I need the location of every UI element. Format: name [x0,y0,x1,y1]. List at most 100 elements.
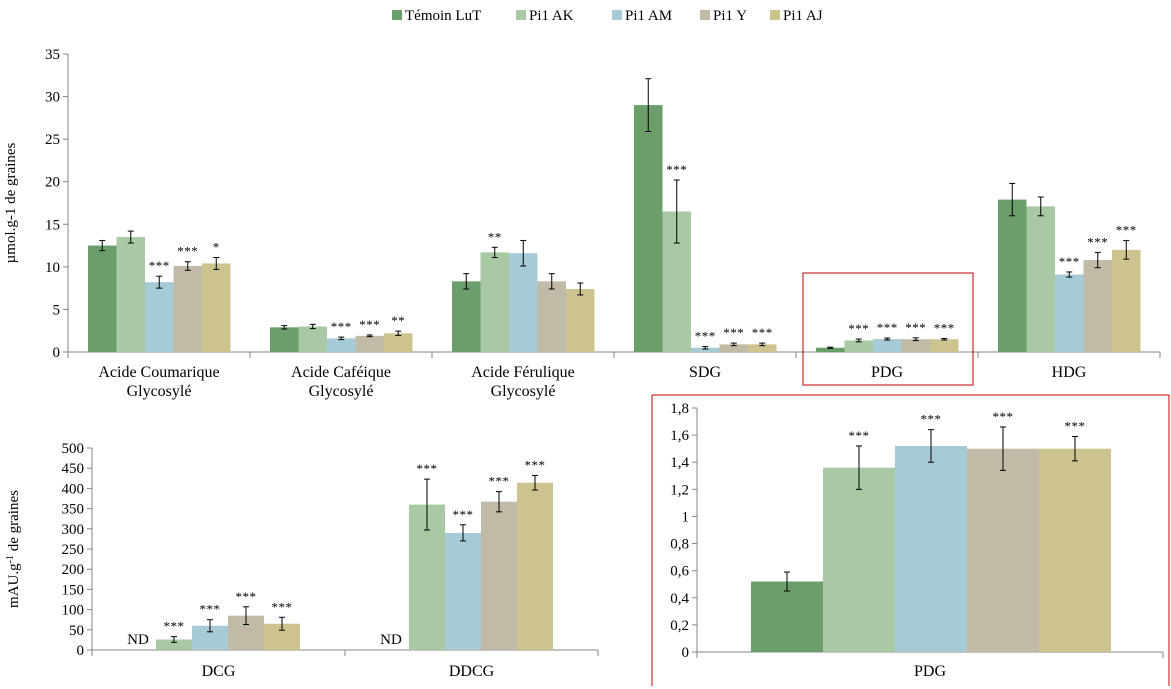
bar [299,326,328,352]
legend-swatch [612,10,622,20]
bar [998,200,1027,352]
bar [967,449,1039,652]
y-tick-label: 450 [62,461,85,477]
bar [1112,250,1141,352]
significance-label: *** [359,317,380,332]
legend-swatch [700,10,710,20]
bar [481,252,510,352]
y-tick-label: 300 [62,522,85,538]
significance-label: *** [417,461,438,476]
significance-label: *** [272,599,293,614]
nd-label: ND [380,632,402,648]
y-tick-label: 200 [62,562,85,578]
y-axis-title-part: de graines [6,490,22,555]
chart-phenolics-lignans: 05101520253035**************************… [3,47,1160,400]
legend-swatch [770,10,780,20]
significance-label: *** [666,162,687,177]
category-label: PDG [914,663,946,680]
y-tick-label: 0 [77,643,85,659]
bar [356,336,385,352]
y-tick-label: 1,2 [670,482,689,498]
significance-label: *** [1059,254,1080,269]
y-tick-label: 15 [45,217,60,233]
bar [509,253,538,352]
y-tick-label: 0,6 [670,564,689,580]
significance-label: *** [877,320,898,335]
legend-swatch [516,10,526,20]
significance-label: *** [525,457,546,472]
bar [481,502,517,650]
y-axis-title: µmol.g-1 de graines [3,142,19,263]
category-label: HDG [1052,364,1087,381]
significance-label: *** [848,321,869,336]
y-tick-label: 1,6 [670,428,689,444]
bar [517,483,553,650]
bar [1027,206,1056,352]
significance-label: *** [177,244,198,259]
category-label: Glycosylé [491,383,556,400]
bar [452,281,481,352]
bar [202,263,231,352]
significance-label: *** [236,589,257,604]
y-axis-title-part: mAU.g [6,563,22,608]
bar [902,339,931,352]
category-label: Glycosylé [309,383,374,400]
significance-label: *** [905,320,926,335]
bar [873,339,902,352]
y-tick-label: 1,8 [670,401,689,417]
y-tick-label: 35 [45,47,60,63]
significance-label: *** [1087,234,1108,249]
legend-label: Témoin LuT [405,8,481,24]
legend: Témoin LuT Pi1 AK Pi1 AM Pi1 Y Pi1 AJ [392,8,823,24]
bar [538,281,567,352]
category-label: Acide Coumarique [98,364,219,381]
y-tick-label: 0,4 [670,591,689,607]
bar [751,582,823,652]
bar [445,533,481,650]
y-tick-label: 0 [53,345,61,361]
legend-label: Pi1 AK [529,8,574,24]
legend-label: Pi1 AM [625,8,672,24]
bar [384,333,413,352]
y-tick-label: 250 [62,542,85,558]
y-tick-label: 500 [62,441,85,457]
y-tick-label: 1 [682,509,690,525]
significance-label: *** [695,328,716,343]
y-tick-label: 10 [45,260,60,276]
bar [1084,260,1113,352]
bar [117,237,146,352]
y-tick-label: 0,2 [670,618,689,634]
y-tick-label: 0 [682,645,690,661]
y-tick-label: 400 [62,481,85,497]
significance-label: *** [752,325,773,340]
category-label: Glycosylé [127,383,192,400]
y-tick-label: 100 [62,603,85,619]
legend-label: Pi1 AJ [783,8,823,24]
significance-label: ** [391,313,405,328]
bar [1039,449,1111,652]
category-label: Acide Férulique [471,364,575,381]
bar [930,339,959,352]
category-label: PDG [871,364,903,381]
y-axis-title: mAU.g-1 de graines [5,490,23,608]
y-tick-label: 30 [45,90,60,106]
y-tick-label: 150 [62,582,85,598]
bar [174,266,203,352]
bar [823,468,895,652]
bar [634,105,663,352]
y-tick-label: 50 [69,623,84,639]
significance-label: *** [1065,418,1086,433]
significance-label: *** [453,507,474,522]
category-label: DDCG [449,663,495,680]
y-tick-label: 25 [45,132,60,148]
y-tick-label: 20 [45,175,60,191]
bar [327,338,356,352]
significance-label: *** [1116,222,1137,237]
legend-swatch [392,10,402,20]
y-tick-label: 0,8 [670,537,689,553]
significance-label: *** [849,428,870,443]
significance-label: *** [934,320,955,335]
bar [566,289,595,352]
nd-label: ND [127,632,149,648]
